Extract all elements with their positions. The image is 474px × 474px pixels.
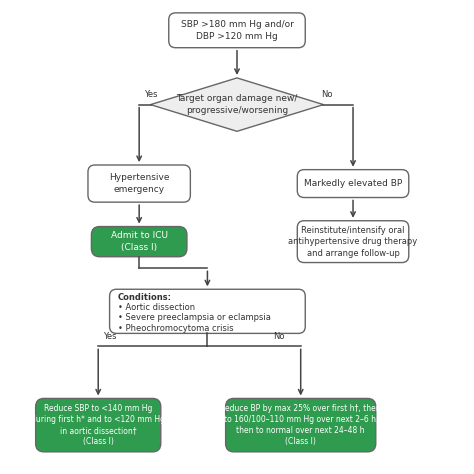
Text: • Aortic dissection: • Aortic dissection [118, 303, 195, 312]
Text: No: No [273, 332, 285, 341]
FancyBboxPatch shape [88, 165, 191, 202]
Text: Target organ damage new/
progressive/worsening: Target organ damage new/ progressive/wor… [176, 94, 298, 115]
FancyBboxPatch shape [109, 289, 305, 333]
Text: Markedly elevated BP: Markedly elevated BP [304, 179, 402, 188]
Text: Hypertensive
emergency: Hypertensive emergency [109, 173, 169, 194]
Text: Yes: Yes [144, 90, 157, 99]
FancyBboxPatch shape [226, 399, 376, 452]
Text: No: No [321, 90, 333, 99]
Text: Reduce SBP to <140 mm Hg
during first h* and to <120 mm Hg
in aortic dissection†: Reduce SBP to <140 mm Hg during first h*… [31, 404, 165, 447]
FancyBboxPatch shape [169, 13, 305, 48]
Text: Conditions:: Conditions: [118, 293, 172, 302]
FancyBboxPatch shape [297, 170, 409, 198]
Text: Yes: Yes [103, 332, 116, 341]
Text: Reduce BP by max 25% over first h†, then
to 160/100–110 mm Hg over next 2–6 h,
t: Reduce BP by max 25% over first h†, then… [220, 404, 381, 447]
FancyBboxPatch shape [297, 221, 409, 263]
FancyBboxPatch shape [91, 227, 187, 257]
Text: SBP >180 mm Hg and/or
DBP >120 mm Hg: SBP >180 mm Hg and/or DBP >120 mm Hg [181, 20, 293, 40]
Text: • Pheochromocytoma crisis: • Pheochromocytoma crisis [118, 324, 233, 333]
FancyBboxPatch shape [36, 399, 161, 452]
Text: Admit to ICU
(Class I): Admit to ICU (Class I) [110, 231, 168, 252]
Polygon shape [151, 78, 323, 131]
Text: Reinstitute/intensify oral
antihypertensive drug therapy
and arrange follow-up: Reinstitute/intensify oral antihypertens… [288, 226, 418, 257]
Text: • Severe preeclampsia or eclampsia: • Severe preeclampsia or eclampsia [118, 313, 271, 322]
